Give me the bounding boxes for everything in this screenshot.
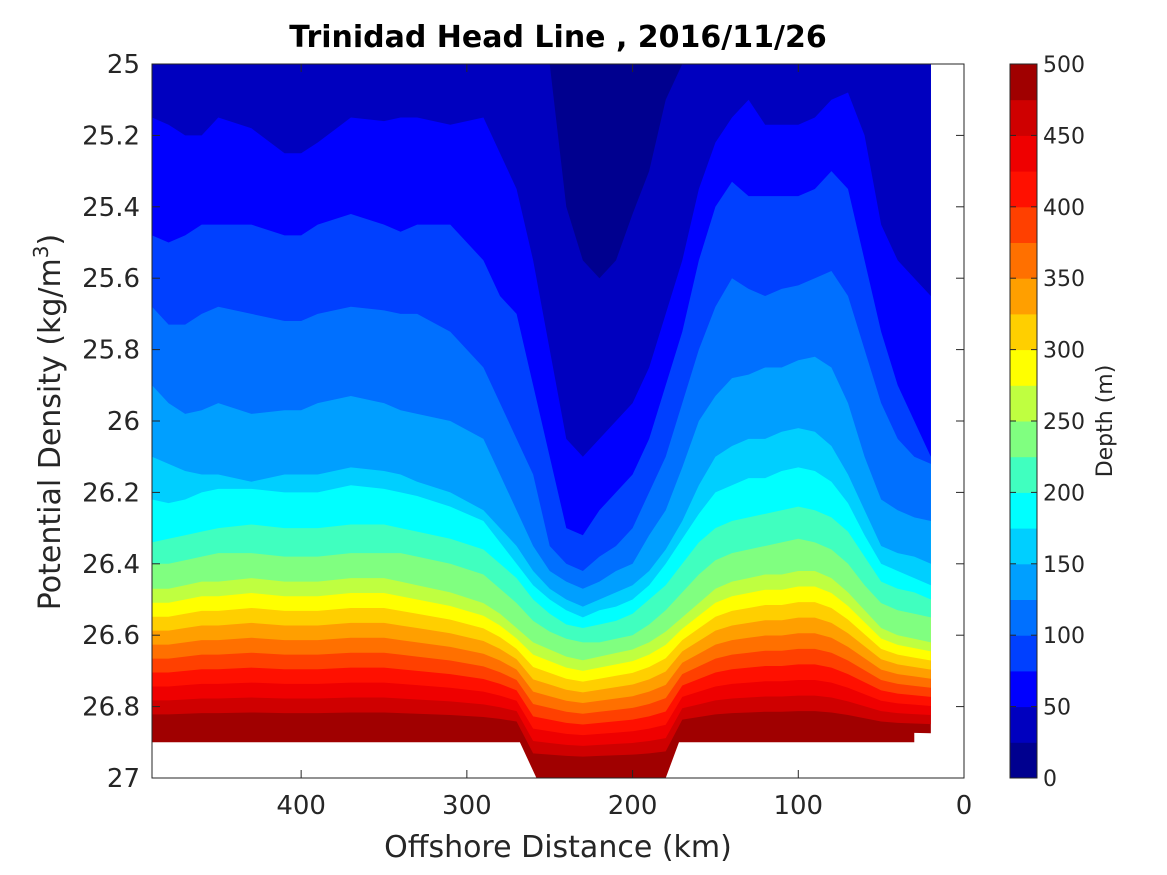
colorbar-tick-label: 250 (1043, 410, 1085, 435)
y-tick-label: 25 (107, 50, 140, 80)
colorbar-tick-label: 200 (1043, 481, 1085, 506)
colorbar-label: Depth (m) (1093, 365, 1118, 478)
x-axis: 400 300 200 100 0 (276, 64, 972, 821)
x-tick-label: 300 (442, 791, 492, 821)
y-axis: 25 25.2 25.4 25.6 25.8 26 26.2 26.4 26.6 26.8 27 (82, 50, 964, 794)
y-tick-label: 26.6 (82, 621, 140, 651)
y-tick-label: 25.2 (82, 121, 140, 151)
colorbar-swatch (1010, 99, 1037, 136)
colorbar-swatch (1010, 599, 1037, 636)
colorbar-swatch (1010, 635, 1037, 672)
colorbar-swatch (1010, 742, 1037, 779)
colorbar-swatch (1010, 313, 1037, 351)
colorbar-swatch (1010, 206, 1037, 243)
x-tick-label: 0 (956, 791, 973, 821)
y-tick-label: 25.4 (82, 193, 140, 223)
colorbar-swatch (1010, 135, 1037, 172)
contour-fill-layer (152, 64, 931, 778)
colorbar-swatch (1010, 563, 1037, 600)
colorbar-swatch (1010, 385, 1037, 422)
colorbar-swatch (1010, 492, 1037, 529)
colorbar-tick-label: 50 (1043, 696, 1071, 721)
x-tick-label: 200 (608, 791, 658, 821)
colorbar-swatch (1010, 171, 1037, 208)
y-tick-label: 26.8 (82, 693, 140, 723)
colorbar-tick-label: 300 (1043, 339, 1085, 364)
colorbar-tick-label: 0 (1043, 767, 1057, 792)
colorbar-swatch (1010, 670, 1037, 708)
chart-title: Trinidad Head Line , 2016/11/26 (289, 20, 826, 55)
colorbar-swatch (1010, 421, 1037, 458)
colorbar-swatch (1010, 64, 1037, 101)
colorbar-swatch (1010, 278, 1037, 315)
y-axis-label-superscript: 3 (29, 245, 53, 258)
y-tick-label: 27 (107, 764, 140, 794)
colorbar: 0 50 100 150 200 250 300 350 400 450 500 (1009, 53, 1085, 792)
y-axis-label-suffix: ) (33, 234, 68, 246)
colorbar-tick-label: 150 (1043, 553, 1085, 578)
y-tick-label: 25.6 (82, 264, 140, 294)
colorbar-tick-label: 450 (1043, 124, 1085, 149)
y-axis-label-main: Potential Density (kg/m (33, 258, 68, 610)
colorbar-tick-label: 350 (1043, 267, 1085, 292)
y-tick-label: 26 (107, 407, 140, 437)
colorbar-swatch (1010, 349, 1037, 386)
y-tick-label: 26.4 (82, 550, 140, 580)
colorbar-tick-label: 500 (1043, 53, 1085, 78)
x-tick-label: 400 (276, 791, 326, 821)
colorbar-swatch (1010, 242, 1037, 279)
x-axis-label: Offshore Distance (km) (384, 830, 732, 865)
x-tick-label: 100 (773, 791, 823, 821)
y-tick-label: 25.8 (82, 336, 140, 366)
colorbar-swatch (1010, 528, 1037, 565)
y-axis-label: Potential Density (kg/m3) (29, 234, 68, 610)
y-tick-label: 26.2 (82, 478, 140, 508)
contour-band-50m (152, 64, 931, 457)
colorbar-swatch (1010, 456, 1037, 493)
colorbar-swatch (1010, 706, 1037, 743)
colorbar-tick-label: 400 (1043, 196, 1085, 221)
colorbar-tick-label: 100 (1043, 624, 1085, 649)
